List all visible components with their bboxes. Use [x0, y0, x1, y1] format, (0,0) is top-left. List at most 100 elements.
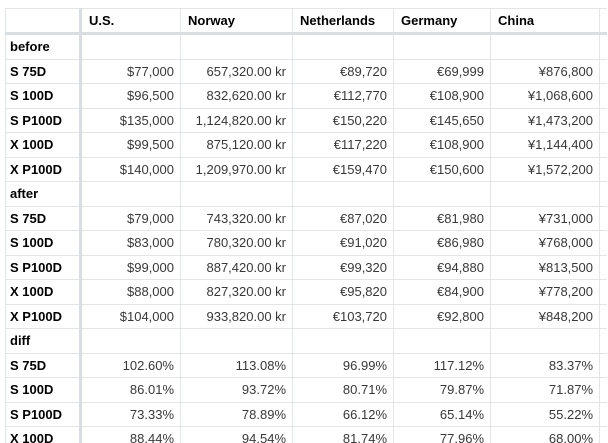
- value-cell[interactable]: $96,500: [80, 83, 181, 109]
- value-cell[interactable]: [180, 33, 293, 60]
- value-cell[interactable]: €87,020: [292, 205, 394, 231]
- row-label-cell[interactable]: X 100D: [5, 132, 82, 158]
- value-cell[interactable]: €159,470: [292, 156, 394, 182]
- column-header-norway[interactable]: Norway: [180, 8, 293, 35]
- value-cell[interactable]: [393, 328, 491, 354]
- value-cell[interactable]: [393, 181, 491, 207]
- value-cell[interactable]: 113.08%: [180, 352, 293, 378]
- value-cell[interactable]: [292, 181, 394, 207]
- row-label-cell[interactable]: S 75D: [5, 205, 82, 231]
- value-cell[interactable]: 743,320.00 kr: [180, 205, 293, 231]
- column-header-china[interactable]: China: [490, 8, 600, 35]
- value-cell[interactable]: $83,000: [80, 230, 181, 256]
- value-cell[interactable]: €84,900: [393, 279, 491, 305]
- value-cell[interactable]: 88.44%: [80, 426, 181, 443]
- row-label-cell[interactable]: before: [5, 33, 82, 60]
- value-cell[interactable]: €69,999: [393, 58, 491, 84]
- value-cell[interactable]: [490, 328, 600, 354]
- value-cell[interactable]: ¥778,200: [490, 279, 600, 305]
- value-cell[interactable]: 68.00%: [490, 426, 600, 443]
- value-cell[interactable]: 1,209,970.00 kr: [180, 156, 293, 182]
- value-cell[interactable]: $104,000: [80, 303, 181, 329]
- value-cell[interactable]: $99,500: [80, 132, 181, 158]
- value-cell[interactable]: 117.12%: [393, 352, 491, 378]
- value-cell[interactable]: 71.87%: [490, 377, 600, 403]
- column-header-germany[interactable]: Germany: [393, 8, 491, 35]
- value-cell[interactable]: 66.12%: [292, 401, 394, 427]
- value-cell[interactable]: €117,220: [292, 132, 394, 158]
- row-label-cell[interactable]: S P100D: [5, 401, 82, 427]
- value-cell[interactable]: 79.87%: [393, 377, 491, 403]
- value-cell[interactable]: €99,320: [292, 254, 394, 280]
- value-cell[interactable]: 78.89%: [180, 401, 293, 427]
- value-cell[interactable]: $140,000: [80, 156, 181, 182]
- value-cell[interactable]: €108,900: [393, 132, 491, 158]
- value-cell[interactable]: 780,320.00 kr: [180, 230, 293, 256]
- value-cell[interactable]: ¥848,200: [490, 303, 600, 329]
- value-cell[interactable]: 80.71%: [292, 377, 394, 403]
- value-cell[interactable]: 887,420.00 kr: [180, 254, 293, 280]
- value-cell[interactable]: [292, 328, 394, 354]
- column-header-us[interactable]: U.S.: [80, 8, 181, 35]
- value-cell[interactable]: €89,720: [292, 58, 394, 84]
- value-cell[interactable]: €150,600: [393, 156, 491, 182]
- row-label-cell[interactable]: X P100D: [5, 303, 82, 329]
- value-cell[interactable]: 102.60%: [80, 352, 181, 378]
- row-label-cell[interactable]: S P100D: [5, 107, 82, 133]
- value-cell[interactable]: 94.54%: [180, 426, 293, 443]
- row-label-cell[interactable]: X 100D: [5, 426, 82, 443]
- value-cell[interactable]: [180, 181, 293, 207]
- value-cell[interactable]: $79,000: [80, 205, 181, 231]
- value-cell[interactable]: 93.72%: [180, 377, 293, 403]
- value-cell[interactable]: €81,980: [393, 205, 491, 231]
- value-cell[interactable]: 875,120.00 kr: [180, 132, 293, 158]
- value-cell[interactable]: [292, 33, 394, 60]
- row-label-cell[interactable]: S 100D: [5, 230, 82, 256]
- value-cell[interactable]: 1,124,820.00 kr: [180, 107, 293, 133]
- value-cell[interactable]: €95,820: [292, 279, 394, 305]
- value-cell[interactable]: 81.74%: [292, 426, 394, 443]
- value-cell[interactable]: 73.33%: [80, 401, 181, 427]
- value-cell[interactable]: $99,000: [80, 254, 181, 280]
- value-cell[interactable]: ¥1,473,200: [490, 107, 600, 133]
- row-label-cell[interactable]: X P100D: [5, 156, 82, 182]
- value-cell[interactable]: $88,000: [80, 279, 181, 305]
- value-cell[interactable]: ¥731,000: [490, 205, 600, 231]
- value-cell[interactable]: ¥813,500: [490, 254, 600, 280]
- value-cell[interactable]: 65.14%: [393, 401, 491, 427]
- value-cell[interactable]: 933,820.00 kr: [180, 303, 293, 329]
- row-label-cell[interactable]: after: [5, 181, 82, 207]
- value-cell[interactable]: [80, 181, 181, 207]
- value-cell[interactable]: $135,000: [80, 107, 181, 133]
- value-cell[interactable]: €91,020: [292, 230, 394, 256]
- value-cell[interactable]: 86.01%: [80, 377, 181, 403]
- value-cell[interactable]: €112,770: [292, 83, 394, 109]
- row-label-cell[interactable]: diff: [5, 328, 82, 354]
- value-cell[interactable]: [80, 328, 181, 354]
- value-cell[interactable]: €145,650: [393, 107, 491, 133]
- value-cell[interactable]: [180, 328, 293, 354]
- value-cell[interactable]: 657,320.00 kr: [180, 58, 293, 84]
- row-label-cell[interactable]: X 100D: [5, 279, 82, 305]
- value-cell[interactable]: ¥1,068,600: [490, 83, 600, 109]
- value-cell[interactable]: 827,320.00 kr: [180, 279, 293, 305]
- value-cell[interactable]: [80, 33, 181, 60]
- row-label-cell[interactable]: S P100D: [5, 254, 82, 280]
- value-cell[interactable]: ¥876,800: [490, 58, 600, 84]
- value-cell[interactable]: €108,900: [393, 83, 491, 109]
- value-cell[interactable]: ¥768,000: [490, 230, 600, 256]
- value-cell[interactable]: €86,980: [393, 230, 491, 256]
- corner-cell[interactable]: [5, 8, 82, 35]
- row-label-cell[interactable]: S 75D: [5, 58, 82, 84]
- row-label-cell[interactable]: S 75D: [5, 352, 82, 378]
- value-cell[interactable]: ¥1,144,400: [490, 132, 600, 158]
- value-cell[interactable]: [490, 33, 600, 60]
- value-cell[interactable]: €150,220: [292, 107, 394, 133]
- value-cell[interactable]: 832,620.00 kr: [180, 83, 293, 109]
- value-cell[interactable]: €103,720: [292, 303, 394, 329]
- value-cell[interactable]: $77,000: [80, 58, 181, 84]
- column-header-netherlands[interactable]: Netherlands: [292, 8, 394, 35]
- value-cell[interactable]: €92,800: [393, 303, 491, 329]
- value-cell[interactable]: 77.96%: [393, 426, 491, 443]
- value-cell[interactable]: 83.37%: [490, 352, 600, 378]
